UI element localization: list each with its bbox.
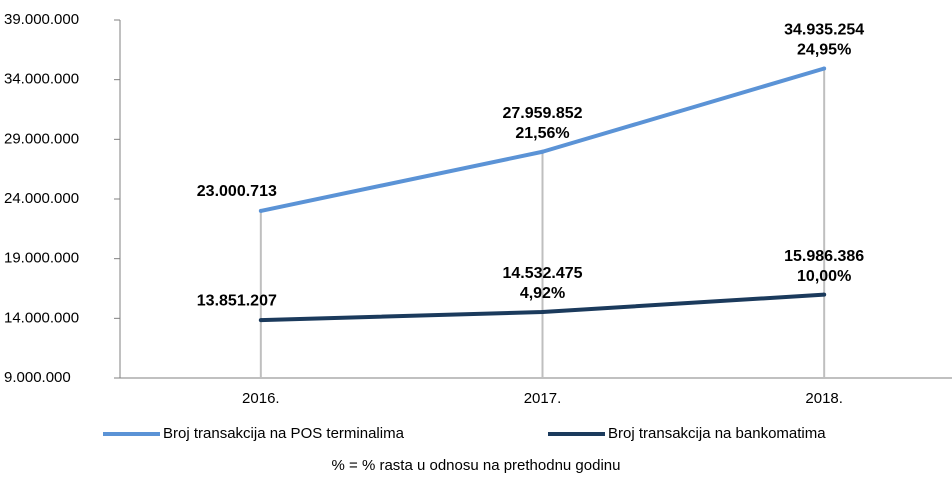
data-label: 14.532.475 bbox=[502, 265, 582, 282]
point bbox=[540, 149, 545, 154]
growth-label: 24,95% bbox=[797, 42, 851, 59]
data-label: 15.986.386 bbox=[784, 248, 864, 265]
point bbox=[822, 292, 827, 297]
point bbox=[540, 309, 545, 314]
data-label: 13.851.207 bbox=[197, 292, 277, 309]
x-tick-label: 2017. bbox=[524, 390, 562, 407]
point bbox=[258, 318, 263, 323]
point bbox=[822, 66, 827, 71]
y-tick-label: 39.000.000 bbox=[4, 11, 79, 28]
growth-label: 21,56% bbox=[515, 125, 569, 142]
y-tick-label: 24.000.000 bbox=[4, 190, 79, 207]
growth-label: 10,00% bbox=[797, 268, 851, 285]
y-tick-label: 29.000.000 bbox=[4, 130, 79, 147]
y-tick-label: 14.000.000 bbox=[4, 309, 79, 326]
y-tick-label: 34.000.000 bbox=[4, 71, 79, 88]
legend-label: Broj transakcija na POS terminalima bbox=[163, 425, 405, 442]
data-label: 34.935.254 bbox=[784, 22, 864, 39]
legend-label: Broj transakcija na bankomatima bbox=[608, 425, 826, 442]
growth-label: 4,92% bbox=[520, 285, 565, 302]
x-tick-label: 2018. bbox=[805, 390, 843, 407]
x-tick-label: 2016. bbox=[242, 390, 280, 407]
note: % = % rasta u odnosu na prethodnu godinu bbox=[332, 457, 621, 474]
data-label: 23.000.713 bbox=[197, 183, 277, 200]
y-tick-label: 19.000.000 bbox=[4, 250, 79, 267]
point bbox=[258, 208, 263, 213]
data-label: 27.959.852 bbox=[502, 105, 582, 122]
y-tick-label: 9.000.000 bbox=[4, 369, 71, 386]
